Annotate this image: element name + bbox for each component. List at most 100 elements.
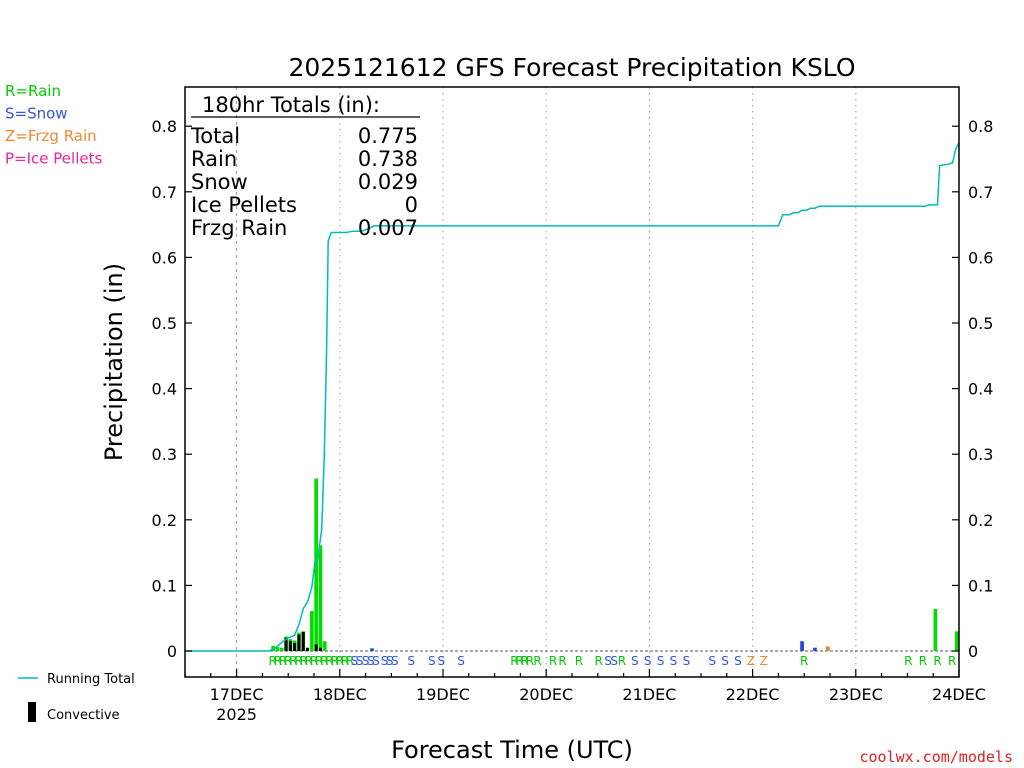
legend-bar-swatch [28,702,36,722]
x-tick-label: 24DEC [932,685,986,704]
ptype-marker: S [372,654,380,668]
totals-box: 180hr Totals (in): Total 0.775 Rain 0.738 Sno… [190,93,420,240]
ptype-marker: R [510,654,518,668]
ptype-marker: R [294,654,302,668]
convective-bar [297,634,301,651]
ptype-marker: R [346,654,354,668]
totals-row-value: 0.775 [358,124,418,148]
ptype-marker: R [305,654,313,668]
ptype-marker: R [274,654,282,668]
y-axis-left: 0 0.1 0.2 0.3 0.4 0.5 0.6 0.7 0.8 [152,117,192,661]
y-axis-right: 0 0.1 0.2 0.3 0.4 0.5 0.6 0.7 0.8 [952,117,993,661]
y-tick-label-left: 0.4 [152,380,177,399]
ptype-marker: S [631,654,639,668]
ptype-marker: S [734,654,742,668]
totals-row-label: Snow [191,170,248,194]
ptype-marker: R [515,654,523,668]
y-tick-label-right: 0.7 [968,183,993,202]
ptype-marker: R [800,654,808,668]
totals-row-label: Total [190,124,240,148]
precip-bar-rain [275,647,280,651]
ptype-marker: R [933,654,941,668]
ptype-marker: R [325,654,333,668]
ptype-marker: S [437,654,445,668]
precip-bar-snow [370,648,374,651]
chart-title: 2025121612 GFS Forecast Precipitation KS… [288,53,855,82]
ptype-marker: S [610,654,618,668]
ptype-marker: S [683,654,691,668]
ptype-marker: S [381,654,389,668]
bottom-legend-label: Convective [47,708,120,723]
y-tick-label-right: 0.5 [968,314,993,333]
precip-bar-snow [813,647,817,651]
x-tick-label: 17DEC [210,685,264,704]
y-tick-label-right: 0 [968,642,978,661]
x-tick-label: 19DEC [416,685,470,704]
ptype-legend-item: P=Ice Pellets [5,150,102,168]
totals-row-value: 0.029 [358,170,418,194]
ptype-legend-item: R=Rain [5,82,61,100]
ptype-marker: R [919,654,927,668]
gridlines [185,87,959,677]
precip-bar-rain [933,609,938,651]
ptype-marker: S [428,654,436,668]
y-tick-label-right: 0.3 [968,445,993,464]
x-tick-label: 20DEC [519,685,573,704]
ptype-marker: R [320,654,328,668]
precip-bar-rain [314,478,318,651]
y-tick-label-right: 0.2 [968,511,993,530]
credit-text: coolwx.com/models [859,748,1013,766]
precip-bar-rain [322,641,327,651]
ptype-marker: R [549,654,557,668]
ptype-marker: S [356,654,364,668]
ptype-marker: R [269,654,277,668]
convective-bar [288,641,292,651]
running-total-line [185,142,960,652]
totals-row-value: 0.738 [358,147,418,171]
convective-bar [318,647,322,651]
ptype-marker: R [330,654,338,668]
y-tick-label-right: 0.1 [968,576,993,595]
convective-bar [314,644,318,651]
precip-bar-rain [310,610,314,651]
bottom-legend: Running Total Convective [18,672,135,723]
plot-frame [184,86,960,678]
y-tick-label-left: 0.1 [152,576,177,595]
ptype-marker: R [558,654,566,668]
ptype-legend-item: S=Snow [5,105,68,123]
y-tick-label-left: 0.8 [152,117,177,136]
y-tick-label-right: 0.8 [968,117,993,136]
precip-bar-rain [279,647,284,651]
ptype-legend: R=Rain S=Snow Z=Frzg Rain P=Ice Pellets [5,82,102,168]
ptype-marker: S [457,654,465,668]
x-tick-label: 18DEC [313,685,367,704]
y-tick-label-left: 0 [167,642,177,661]
x-axis-label: Forecast Time (UTC) [391,736,633,764]
ptype-marker: Z [760,654,768,668]
ptype-marker: R [310,654,318,668]
ptype-marker: R [618,654,626,668]
ptype-marker: R [526,654,534,668]
convective-bar [301,631,305,651]
totals-row-label: Rain [191,147,237,171]
y-axis-label: Precipitation (in) [100,263,128,461]
ptype-marker: R [948,654,956,668]
ptype-marker: Z [747,654,755,668]
ptype-marker: S [604,654,612,668]
totals-header: 180hr Totals (in): [202,93,380,117]
convective-bar [293,643,297,651]
precip-bar-rain [318,545,323,651]
ptype-marker: S [721,654,729,668]
ptype-legend-item: Z=Frzg Rain [5,127,97,145]
ptype-marker: R [533,654,541,668]
running-total-layer [185,142,960,652]
y-tick-label-left: 0.3 [152,445,177,464]
x-tick-sublabel: 2025 [216,705,257,724]
totals-row-value: 0.007 [358,216,418,240]
totals-row-value: 0 [405,193,418,217]
precip-bar-frzg-rain [826,646,830,651]
x-tick-label: 22DEC [726,685,780,704]
x-tick-label: 23DEC [829,685,883,704]
